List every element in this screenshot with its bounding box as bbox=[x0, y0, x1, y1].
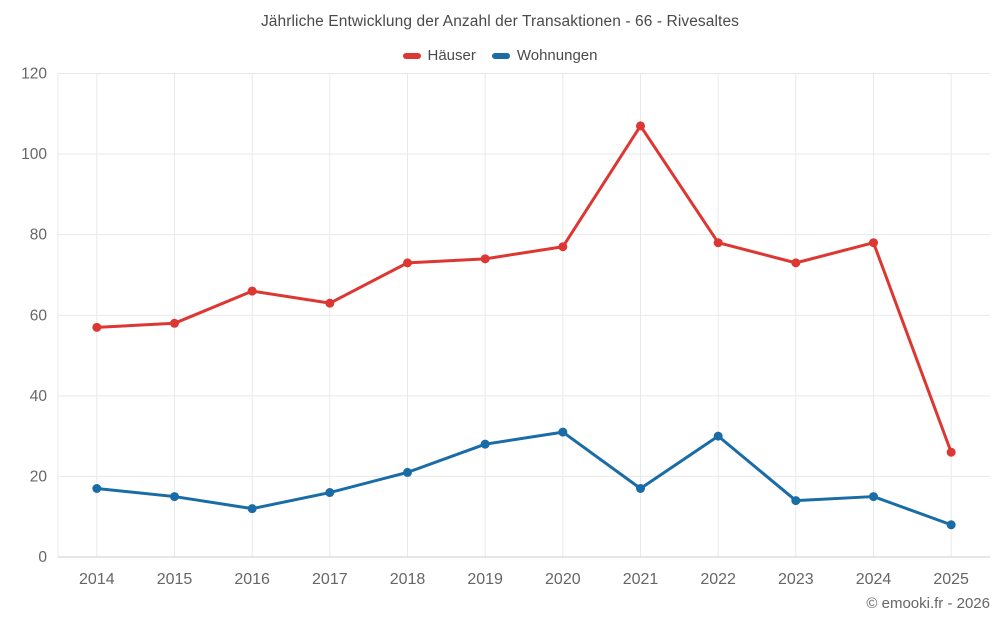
haeuser-legend-marker-icon bbox=[402, 52, 421, 59]
huser-data-point bbox=[636, 121, 645, 131]
x-axis-tick-label: 2024 bbox=[856, 571, 892, 588]
legend-item-haeuser[interactable]: Häuser bbox=[402, 47, 476, 64]
huser-data-point bbox=[558, 242, 568, 252]
wohnungen-data-point bbox=[480, 439, 490, 449]
y-axis-tick-label: 120 bbox=[21, 66, 47, 83]
legend-label-haeuser: Häuser bbox=[427, 47, 476, 64]
y-axis-tick-label: 100 bbox=[21, 146, 47, 163]
x-axis-tick-label: 2025 bbox=[933, 571, 969, 588]
y-axis-tick-label: 80 bbox=[30, 227, 48, 244]
y-axis-tick-label: 0 bbox=[38, 549, 47, 566]
huser-data-point bbox=[170, 318, 179, 328]
wohnungen-line bbox=[95, 430, 953, 527]
huser-data-point bbox=[92, 322, 102, 332]
x-axis-tick-label: 2015 bbox=[157, 571, 193, 588]
y-axis-tick-label: 20 bbox=[30, 468, 48, 485]
x-axis-tick-label: 2022 bbox=[700, 571, 736, 588]
huser-data-point bbox=[713, 238, 723, 248]
wohnungen-data-point bbox=[636, 484, 645, 494]
legend-label-wohnungen: Wohnungen bbox=[516, 47, 598, 64]
y-axis-tick-label: 40 bbox=[30, 388, 48, 405]
wohnungen-data-point bbox=[170, 492, 179, 502]
huser-data-point bbox=[480, 254, 490, 264]
x-axis-tick-label: 2014 bbox=[79, 571, 115, 588]
wohnungen-data-point bbox=[558, 427, 568, 437]
x-axis-tick-label: 2016 bbox=[234, 571, 270, 588]
x-axis-tick-label: 2021 bbox=[623, 571, 659, 588]
wohnungen-data-point bbox=[92, 484, 102, 494]
wohnungen-data-point bbox=[403, 467, 412, 477]
wohnungen-legend-marker-icon bbox=[491, 52, 510, 59]
huser-data-point bbox=[791, 258, 801, 268]
huser-line bbox=[95, 124, 953, 454]
wohnungen-data-point bbox=[713, 431, 723, 441]
copyright-footer: © emooki.fr - 2026 bbox=[866, 595, 990, 612]
chart-title: Jährliche Entwicklung der Anzahl der Tra… bbox=[260, 13, 740, 30]
huser-data-point bbox=[403, 258, 412, 268]
x-axis-tick-label: 2018 bbox=[390, 571, 426, 588]
wohnungen-data-point bbox=[946, 520, 956, 530]
wohnungen-data-point bbox=[869, 492, 878, 502]
wohnungen-data-point bbox=[791, 496, 801, 506]
x-axis-tick-label: 2023 bbox=[778, 571, 814, 588]
huser-data-point bbox=[869, 238, 878, 248]
y-axis-tick-label: 60 bbox=[30, 307, 48, 324]
huser-data-point bbox=[946, 447, 956, 457]
wohnungen-data-point bbox=[247, 504, 257, 514]
x-axis-tick-label: 2019 bbox=[467, 571, 503, 588]
x-axis-tick-label: 2020 bbox=[545, 571, 581, 588]
x-axis-tick-label: 2017 bbox=[312, 571, 348, 588]
legend-item-wohnungen[interactable]: Wohnungen bbox=[491, 47, 598, 64]
chart-legend: Häuser Wohnungen bbox=[0, 47, 1000, 64]
wohnungen-data-point bbox=[325, 488, 335, 498]
huser-data-point bbox=[325, 298, 335, 308]
huser-data-point bbox=[247, 286, 257, 296]
